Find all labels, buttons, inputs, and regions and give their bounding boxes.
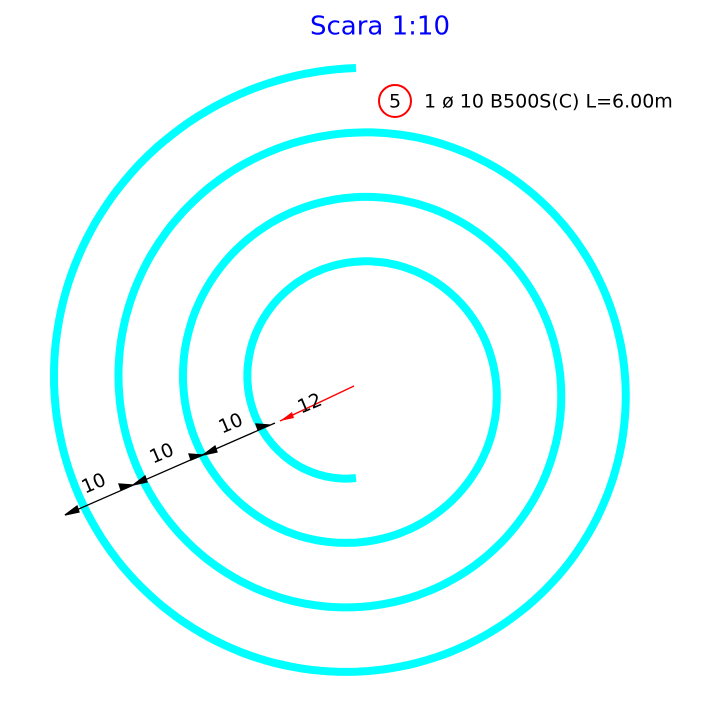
dimension-label: 10 xyxy=(146,439,177,469)
position-number: 5 xyxy=(389,91,401,113)
dimension-line xyxy=(64,422,276,516)
title: Scara 1:10 xyxy=(310,12,450,42)
rebar-spiral xyxy=(49,64,630,676)
dimension-label: 10 xyxy=(215,409,246,439)
dimension-label: 10 xyxy=(78,469,109,499)
arrow xyxy=(118,483,134,491)
dimension-chain xyxy=(64,422,276,516)
arrow xyxy=(280,412,294,421)
position-circle xyxy=(378,84,412,118)
dimension-label: 12 xyxy=(294,389,325,419)
arrow xyxy=(255,423,271,431)
arrow xyxy=(188,453,204,461)
arrow xyxy=(132,474,148,486)
arrow xyxy=(202,444,218,456)
rebar-description: 1 ø 10 B500S(C) L=6.00m xyxy=(424,91,673,113)
arrow xyxy=(64,504,80,516)
